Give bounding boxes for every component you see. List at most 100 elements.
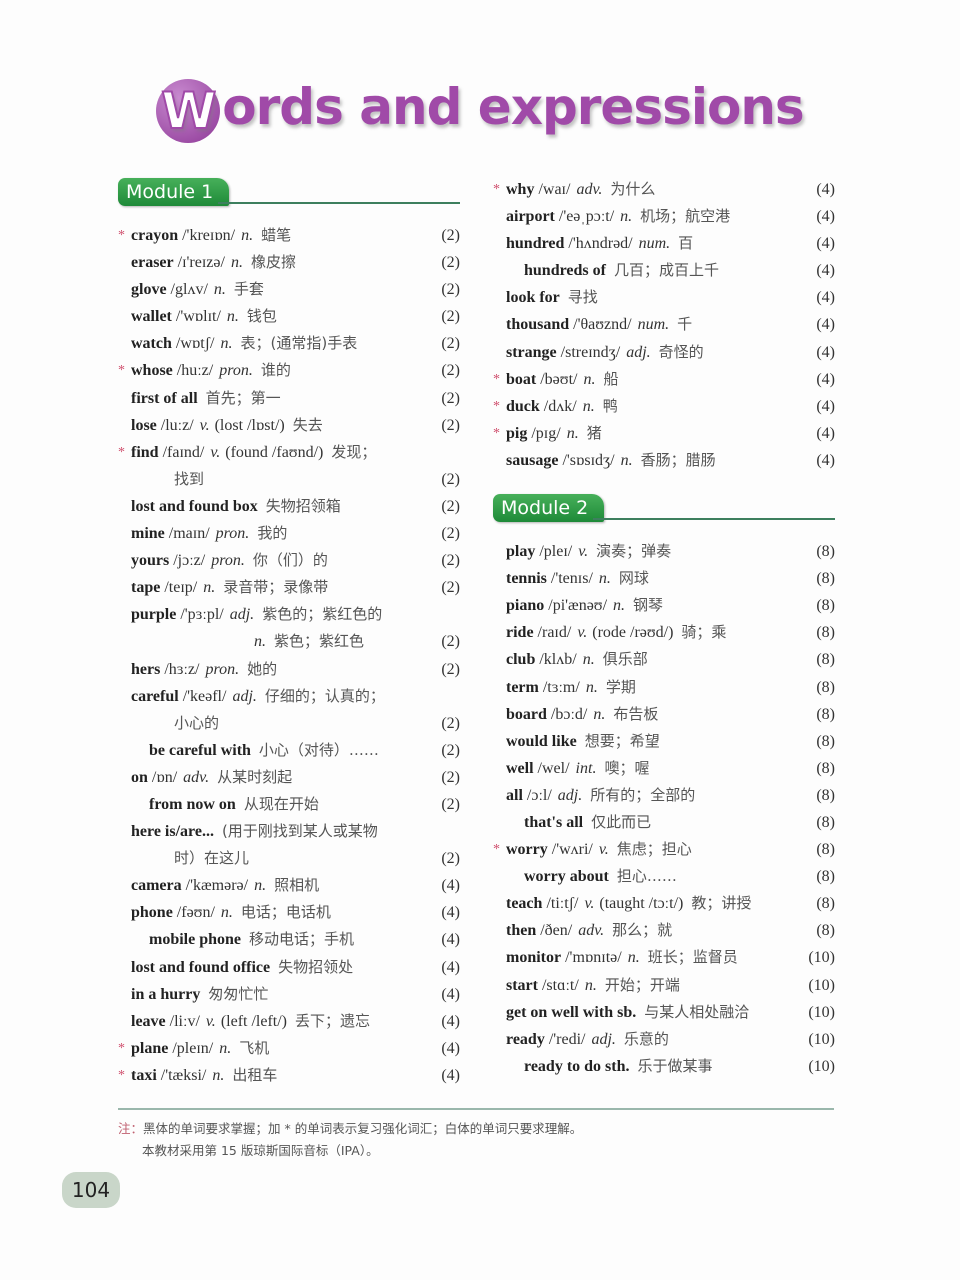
list-item: would like 想要；希望 (8) bbox=[493, 728, 835, 755]
part-of-speech: v. bbox=[199, 416, 210, 434]
page-reference: (8) bbox=[816, 868, 835, 886]
page-reference: (4) bbox=[441, 985, 460, 1003]
star-icon: * bbox=[493, 398, 500, 414]
page-reference: (2) bbox=[441, 470, 460, 488]
star-icon: * bbox=[118, 363, 125, 379]
phonetic: /'redi/ bbox=[544, 1030, 586, 1048]
meaning: 寻找 bbox=[567, 288, 598, 307]
list-item: play /pleɪ/v. 演奏；弹奏 (8) bbox=[493, 538, 835, 565]
part-of-speech: n. bbox=[620, 451, 633, 469]
meaning: 失物招领处 bbox=[278, 957, 354, 976]
list-item: * duck /dʌk/n. 鸭 (4) bbox=[493, 393, 835, 420]
note-line-2: 本教材采用第 15 版琼斯国际音标（IPA）。 bbox=[142, 1143, 379, 1158]
list-item: club /klʌb/n. 俱乐部 (8) bbox=[493, 646, 835, 673]
meaning: 手套 bbox=[233, 280, 264, 299]
meaning: 噢；喔 bbox=[604, 758, 650, 777]
list-item: * taxi /'tæksi/n. 出租车 (4) bbox=[118, 1062, 460, 1089]
list-item: strange /streɪndʒ/adj. 奇怪的 (4) bbox=[493, 339, 835, 366]
list-item: that's all 仅此而已 (8) bbox=[493, 809, 835, 836]
headword: why bbox=[506, 181, 535, 198]
page-reference: (2) bbox=[441, 308, 460, 326]
list-item: * boat /bəʊt/n. 船 (4) bbox=[493, 366, 835, 393]
meaning: 那么；就 bbox=[612, 921, 673, 940]
list-item: term /tɜːm/n. 学期 (8) bbox=[493, 674, 835, 701]
page-reference: (4) bbox=[816, 451, 835, 469]
part-of-speech: n. bbox=[226, 308, 239, 326]
page-reference: (4) bbox=[441, 1012, 460, 1030]
word-list: * crayon /'kreɪɒn/n. 蜡笔 (2) eraser /ɪ'reɪzə/… bbox=[118, 222, 460, 1089]
list-item: * worry /'wʌri/v. 焦虑；担心 (8) bbox=[493, 836, 835, 863]
meaning: 演奏；弹奏 bbox=[596, 542, 672, 561]
meaning: 机场；航空港 bbox=[640, 207, 731, 226]
page-reference: (8) bbox=[816, 895, 835, 913]
meaning: 网球 bbox=[618, 569, 649, 588]
star-icon: * bbox=[493, 371, 500, 387]
part-of-speech: n. bbox=[203, 579, 216, 597]
page-reference: (4) bbox=[816, 181, 835, 198]
list-item: hers /hɜːz/pron. 她的 (2) bbox=[118, 656, 460, 683]
meaning: 开始；开端 bbox=[604, 975, 680, 994]
meaning: 千 bbox=[677, 315, 693, 334]
list-item: then /ðen/adv. 那么；就 (8) bbox=[493, 917, 835, 944]
part-of-speech: n. bbox=[213, 281, 226, 299]
list-item: * crayon /'kreɪɒn/n. 蜡笔 (2) bbox=[118, 222, 460, 249]
list-item: ready to do sth. 乐于做某事 (10) bbox=[493, 1053, 835, 1080]
list-item: be careful with 小心（对待）…… (2) bbox=[118, 737, 460, 764]
word-list: play /pleɪ/v. 演奏；弹奏 (8) tennis /'tenɪs/n. 网球… bbox=[493, 538, 835, 1080]
headword: lost and found box bbox=[131, 497, 258, 515]
meaning: 时）在这儿 bbox=[174, 849, 250, 868]
part-of-speech: n. bbox=[220, 904, 233, 922]
list-item: hundred /'hʌndrəd/num. 百 (4) bbox=[493, 230, 835, 257]
part-of-speech: n. bbox=[241, 227, 254, 244]
phonetic: /'mɒnɪtə/ bbox=[561, 949, 622, 967]
headword: lose bbox=[131, 416, 157, 434]
meaning: 仔细的；认真的； bbox=[264, 686, 385, 705]
list-item: phone /fəʊn/n. 电话；电话机 (4) bbox=[118, 899, 460, 926]
headword: leave bbox=[131, 1012, 166, 1030]
meaning: 电话；电话机 bbox=[240, 903, 331, 922]
page-reference: (2) bbox=[441, 714, 460, 732]
part-of-speech: n. bbox=[212, 1066, 225, 1084]
page-reference: (2) bbox=[441, 497, 460, 515]
phonetic: /pi'ænəʊ/ bbox=[544, 597, 608, 615]
page-reference: (8) bbox=[816, 624, 835, 642]
meaning: 飞机 bbox=[239, 1038, 270, 1057]
star-icon: * bbox=[118, 444, 125, 460]
module-2-header: Module 2 bbox=[493, 494, 835, 524]
headword: crayon bbox=[131, 227, 179, 244]
headword: piano bbox=[506, 597, 545, 615]
part-of-speech: adv. bbox=[578, 922, 605, 940]
phonetic: /bəʊt/ bbox=[536, 370, 578, 388]
headword: careful bbox=[131, 687, 179, 705]
headword: that's all bbox=[524, 813, 584, 831]
list-item: on /ɒn/adv. 从某时刻起 (2) bbox=[118, 764, 460, 791]
phonetic: /stɑːt/ bbox=[537, 976, 579, 994]
page-reference: (4) bbox=[816, 343, 835, 361]
headword: board bbox=[506, 705, 547, 723]
page-reference: (2) bbox=[441, 552, 460, 570]
part-of-speech: pron. bbox=[215, 525, 250, 543]
page-reference: (4) bbox=[441, 931, 460, 949]
headword: monitor bbox=[506, 949, 562, 967]
star-icon: * bbox=[493, 182, 500, 197]
part-of-speech: n. bbox=[585, 678, 598, 696]
list-item: teach /tiːtʃ/v. (taught /tɔːt/) 教；讲授 (8) bbox=[493, 890, 835, 917]
part-of-speech: v. bbox=[205, 1012, 216, 1030]
page-reference: (10) bbox=[808, 1057, 835, 1075]
list-item: * why /waɪ/adv. 为什么 (4) bbox=[493, 176, 835, 203]
phonetic: /'keəfl/ bbox=[178, 687, 227, 705]
part-of-speech: v. bbox=[584, 895, 595, 913]
page-reference: (4) bbox=[816, 370, 835, 388]
list-item: careful /'keəfl/adj. 仔细的；认真的； bbox=[118, 683, 460, 710]
meaning: 与某人相处融洽 bbox=[644, 1002, 750, 1021]
star-icon: * bbox=[118, 1040, 125, 1056]
part-of-speech: n. bbox=[254, 633, 266, 651]
list-item: here is/are... (用于刚找到某人或某物 bbox=[118, 818, 460, 845]
part-of-speech: pron. bbox=[211, 552, 245, 570]
meaning: 首先；第一 bbox=[205, 388, 281, 407]
list-item: ready /'redi/adj. 乐意的 (10) bbox=[493, 1026, 835, 1053]
headword: teach bbox=[506, 895, 543, 913]
past-form: (lost /lɒst/) bbox=[214, 416, 285, 434]
meaning: 丢下；遗忘 bbox=[295, 1011, 371, 1030]
meaning: 猪 bbox=[586, 423, 602, 442]
